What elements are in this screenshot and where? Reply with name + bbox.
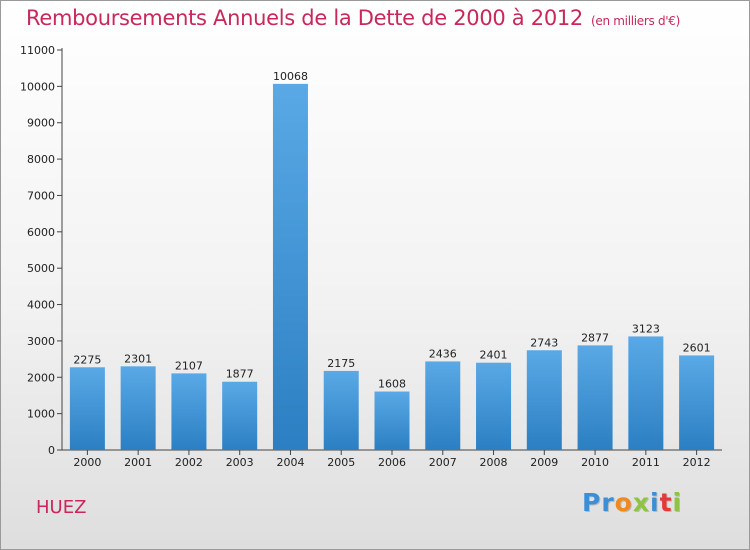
y-tick-label: 8000	[27, 153, 55, 166]
y-tick-label: 7000	[27, 189, 55, 202]
x-tick-label-2010: 2010	[581, 456, 609, 469]
bar-2005	[323, 370, 359, 450]
bar-2001	[120, 366, 156, 450]
logo-letter: i	[672, 488, 683, 517]
x-tick-label-2004: 2004	[276, 456, 304, 469]
x-tick-label-2007: 2007	[429, 456, 457, 469]
y-tick-label: 5000	[27, 262, 55, 275]
data-label-2006: 1608	[378, 378, 406, 391]
y-tick-label: 10000	[20, 80, 55, 93]
bar-2002	[171, 373, 207, 450]
x-tick-label-2002: 2002	[175, 456, 203, 469]
bar-2010	[577, 345, 613, 450]
x-tick-label-2005: 2005	[327, 456, 355, 469]
x-tick-label-2012: 2012	[683, 456, 711, 469]
bar-2012	[679, 355, 715, 450]
x-tick-label-2011: 2011	[632, 456, 660, 469]
y-tick-label: 9000	[27, 117, 55, 130]
y-tick-label: 4000	[27, 299, 55, 312]
logo-letter: t	[659, 488, 673, 517]
data-label-2010: 2877	[581, 331, 609, 344]
logo-letter: i	[650, 488, 660, 517]
bar-2009	[526, 350, 562, 450]
bar-2007	[425, 361, 461, 450]
bar-2000	[69, 367, 105, 450]
x-tick-label-2009: 2009	[530, 456, 558, 469]
y-tick-label: 0	[48, 444, 55, 457]
y-tick-label: 1000	[27, 408, 55, 421]
x-tick-label-2000: 2000	[73, 456, 101, 469]
data-label-2002: 2107	[175, 359, 203, 372]
bar-2006	[374, 391, 410, 450]
data-label-2004: 10068	[273, 70, 308, 83]
chart-unit-note: (en milliers d'€)	[591, 14, 681, 28]
y-tick-label: 11000	[20, 44, 55, 57]
chart-title-text: Remboursements Annuels de la Dette de 20…	[26, 6, 583, 30]
x-tick-label-2006: 2006	[378, 456, 406, 469]
y-tick-label: 6000	[27, 226, 55, 239]
data-label-2003: 1877	[226, 368, 254, 381]
data-label-2012: 2601	[683, 341, 711, 354]
x-tick-label-2001: 2001	[124, 456, 152, 469]
data-label-2005: 2175	[327, 357, 355, 370]
chart-title: Remboursements Annuels de la Dette de 20…	[26, 6, 680, 30]
x-tick-label-2003: 2003	[226, 456, 254, 469]
data-label-2009: 2743	[530, 336, 558, 349]
data-label-2011: 3123	[632, 322, 660, 335]
logo-letter: r	[601, 488, 615, 517]
bar-2003	[222, 381, 258, 450]
bar-2008	[476, 362, 512, 450]
logo-letter: P	[582, 488, 602, 517]
proxiti-logo: Proxiti	[582, 488, 682, 517]
logo-letter: x	[632, 488, 650, 517]
commune-name: HUEZ	[36, 497, 87, 518]
data-label-2001: 2301	[124, 352, 152, 365]
y-tick-label: 3000	[27, 335, 55, 348]
data-label-2007: 2436	[429, 347, 457, 360]
bar-2011	[628, 336, 664, 450]
logo-letter: o	[614, 488, 633, 517]
bar-2004	[272, 83, 308, 451]
data-label-2000: 2275	[73, 353, 101, 366]
x-tick-label-2008: 2008	[480, 456, 508, 469]
y-tick-label: 2000	[27, 371, 55, 384]
data-label-2008: 2401	[480, 349, 508, 362]
